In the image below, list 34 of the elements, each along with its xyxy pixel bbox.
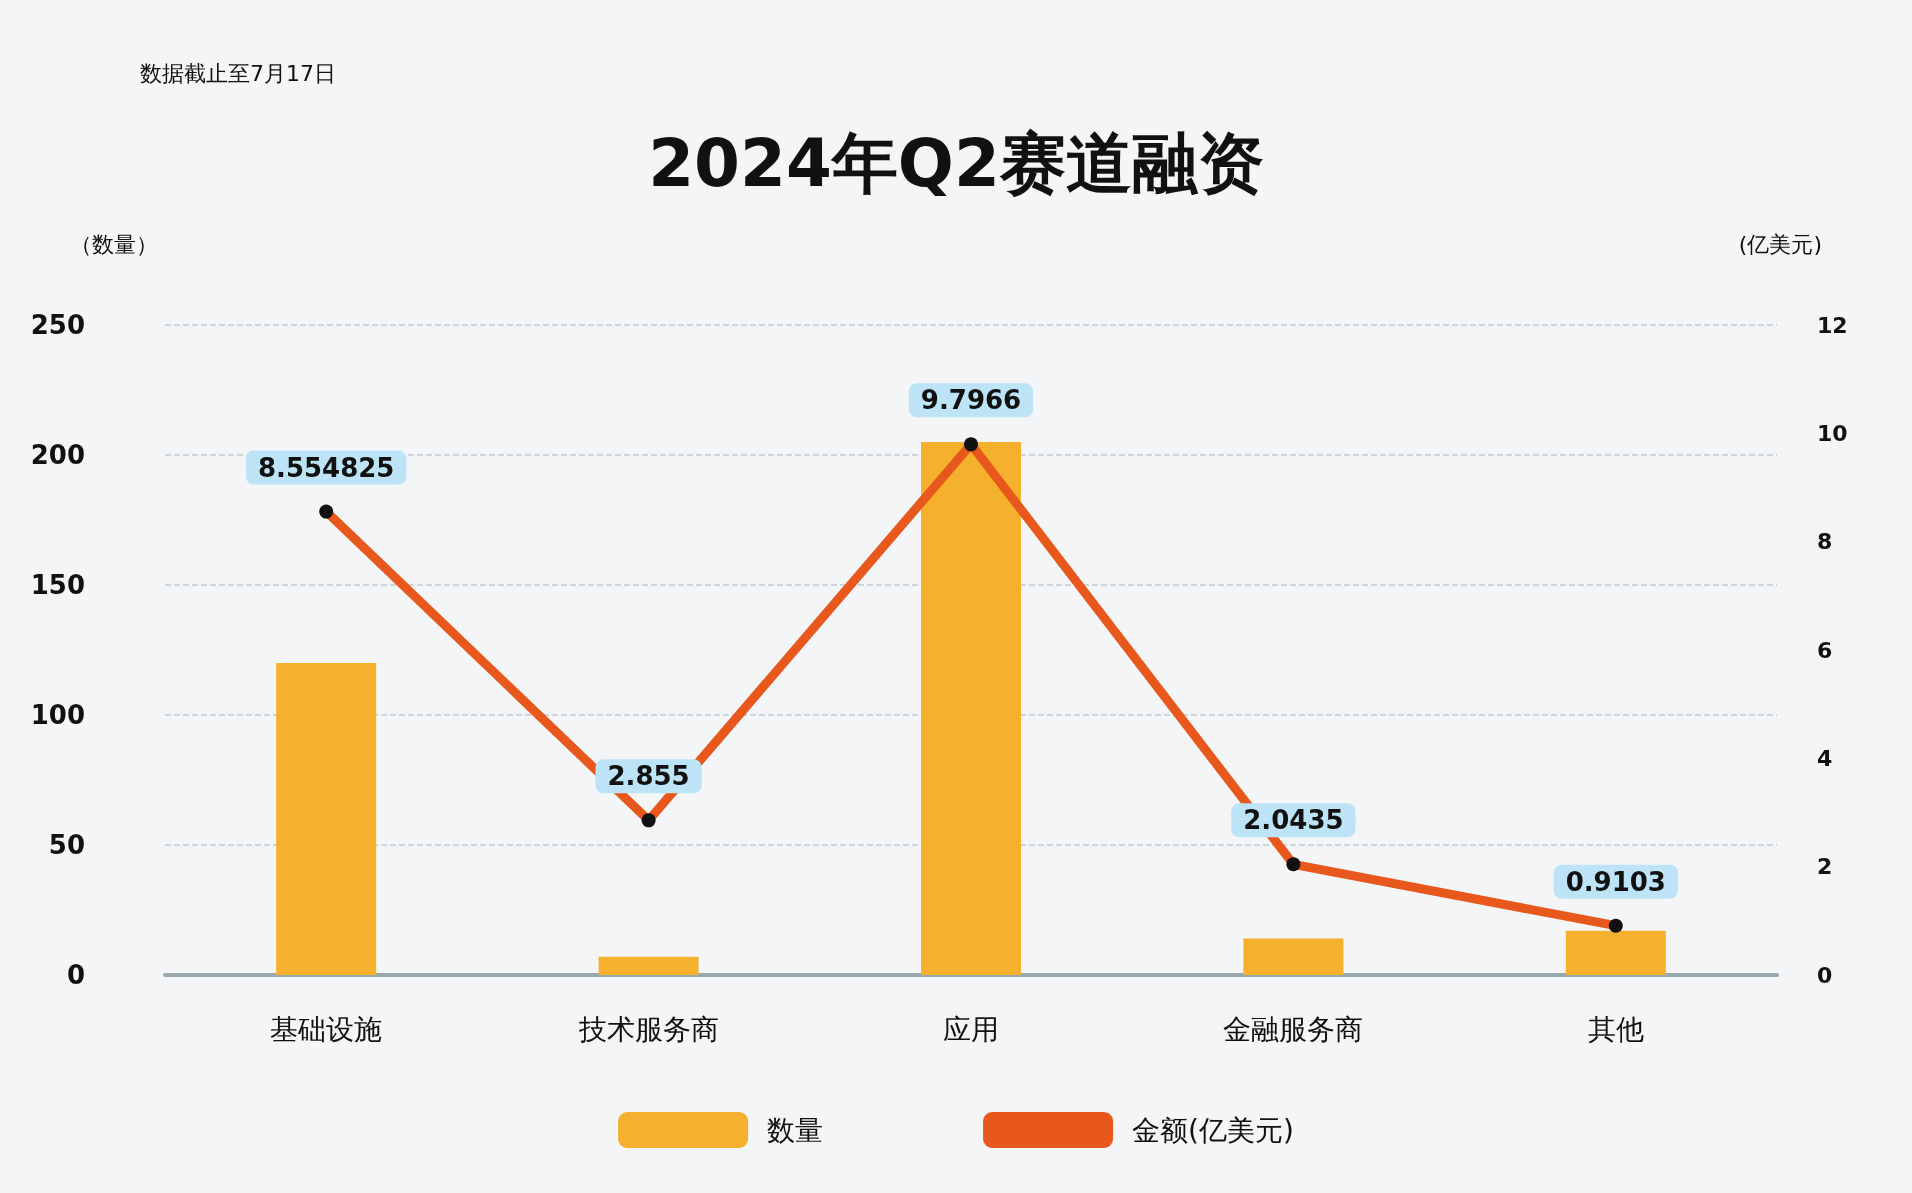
y2-tick-label: 12 bbox=[1817, 312, 1848, 338]
y2-tick-label: 10 bbox=[1817, 420, 1848, 446]
bar bbox=[1565, 930, 1666, 975]
chart-title: 2024年Q2赛道融资 bbox=[648, 124, 1264, 202]
legend-label: 数量 bbox=[767, 1113, 824, 1147]
y2-axis-title: (亿美元) bbox=[1738, 231, 1822, 257]
y-tick-label: 50 bbox=[48, 830, 85, 860]
x-tick-label: 其他 bbox=[1587, 1012, 1644, 1046]
y-tick-label: 100 bbox=[30, 700, 85, 730]
legend-label: 金额(亿美元) bbox=[1132, 1113, 1294, 1147]
data-label: 2.0435 bbox=[1243, 805, 1344, 836]
x-tick-label: 金融服务商 bbox=[1223, 1012, 1364, 1046]
bar bbox=[1243, 938, 1344, 975]
bar bbox=[921, 442, 1021, 975]
y2-tick-label: 8 bbox=[1817, 529, 1833, 555]
x-tick-label: 应用 bbox=[943, 1012, 999, 1046]
x-tick-label: 基础设施 bbox=[270, 1012, 383, 1046]
data-label: 9.7966 bbox=[920, 385, 1022, 416]
bar bbox=[598, 956, 699, 975]
bar bbox=[276, 663, 377, 975]
y-axis-title: （数量） bbox=[70, 231, 158, 257]
x-tick-label: 技术服务商 bbox=[577, 1012, 719, 1046]
y-tick-label: 250 bbox=[30, 310, 85, 340]
y-tick-label: 200 bbox=[30, 440, 85, 470]
y-tick-label: 0 bbox=[66, 960, 85, 990]
y2-tick-label: 2 bbox=[1817, 854, 1833, 880]
text: 数据截止至7月17日 bbox=[140, 60, 336, 86]
y-tick-label: 150 bbox=[30, 570, 85, 600]
data-label: 8.554825 bbox=[257, 452, 395, 483]
y2-tick-label: 6 bbox=[1817, 637, 1833, 663]
data-label: 0.9103 bbox=[1565, 866, 1666, 897]
y2-tick-label: 0 bbox=[1817, 962, 1833, 988]
y2-tick-label: 4 bbox=[1817, 745, 1833, 771]
data-label: 2.855 bbox=[607, 761, 690, 792]
